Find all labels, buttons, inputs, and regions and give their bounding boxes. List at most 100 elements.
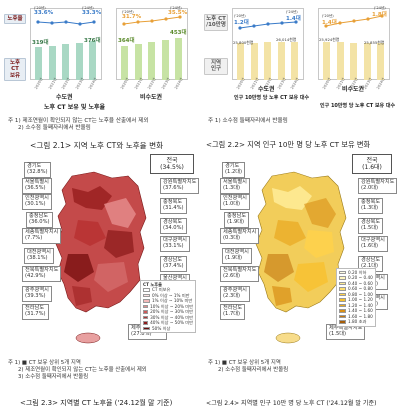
bar: [148, 42, 155, 80]
figure-2-1: 노후율 노후 CT 보유 ('20년) 33.6% ('24년) 33.3% (…: [4, 6, 196, 112]
province-label: 경상북도 (34.0%): [160, 218, 187, 234]
province-label: 세종특별자치시 (0.3대): [220, 228, 260, 244]
legend-item: 10% 이상 ~ 20% 미만: [143, 304, 193, 309]
bar: [48, 46, 56, 80]
bar: [336, 42, 344, 80]
rate-year-tag: ('24년): [82, 6, 94, 10]
province-label: 서울특별시 (1.3대): [220, 178, 250, 194]
notes-fig-2-1: 주 1) 제조연월이 확인되지 않는 CT는 노후율 산출에서 제외 2) 소수…: [8, 118, 149, 132]
legend-title: CT 노후율: [143, 282, 162, 287]
national-badge: 전국 (1.6대): [352, 154, 392, 175]
map-legend: CT 노후율 CT 미보유 0% 이상 ~ 1% 미만 1% 이상 ~ 10% 미만…: [140, 280, 196, 334]
notes-map-2-4: 주 1) ■ CT 보유 상위 5개 지역 2) 소수점 둘째자리에서 반올림: [208, 360, 288, 374]
legend-item: 1.80 초과: [339, 319, 373, 324]
count-right-end: 453대: [170, 30, 187, 36]
row-label-count: 노후 CT 보유: [4, 58, 26, 81]
province-label: 충청남도 (1.9대): [224, 212, 250, 228]
legend-item: CT 미보유: [143, 287, 193, 292]
row-label-population: 지역 인구: [204, 58, 228, 75]
rate-right-end: 35.5%: [168, 10, 188, 16]
national-badge: 전국 (34.5%): [150, 154, 194, 175]
per-capita-right-end: 1.8대: [372, 12, 387, 18]
bar: [291, 42, 298, 80]
bar: [121, 46, 128, 80]
rate-year-tag: ('24년): [374, 6, 386, 10]
legend-item: 30% 이상 ~ 40% 미만: [143, 315, 193, 320]
bar: [89, 41, 96, 80]
legend-item: 1.20 ~ 1.40: [339, 303, 373, 308]
per-capita-line-left: [238, 20, 298, 30]
rate-year-tag: ('20년): [322, 14, 334, 18]
map-2-3: 전국 (34.5%) 경기도 (32.8%) 서울특별시 (36.5%) 인천광역시 (3…: [4, 152, 200, 362]
x-axis-label: 노후 CT 보유 및 노후율: [44, 104, 106, 111]
bar: [161, 40, 169, 80]
national-label: 전국: [366, 157, 378, 164]
count-bars-right: 2020년 2021년 2022년 2023년 2024년: [116, 36, 188, 90]
legend-item: 0.60 ~ 0.80: [339, 286, 373, 291]
national-value: (34.5%): [160, 164, 184, 172]
bar: [134, 44, 142, 80]
caption-fig-2-1: <그림 2.1> 지역 노후 CT와 노후율 변화: [30, 141, 164, 150]
caption-map-2-3: <그림 2.3> 지역별 CT 노후율 ('24.12월 말 기준): [20, 399, 173, 407]
province-label: 강원특별자치도 (37.6%): [160, 178, 200, 194]
bar: [62, 44, 69, 80]
per-capita-left-end: 1.4대: [286, 16, 301, 22]
bar: [377, 43, 384, 80]
per-capita-line-right: [324, 14, 384, 28]
legend-item: 0% 이상 ~ 1% 미만: [143, 293, 193, 298]
province-label: 광주광역시 (39.3%): [22, 286, 52, 302]
province-label: 세종특별자치시 (7.7%): [22, 228, 62, 244]
province-label: 전북특별자치도 (2.6대): [220, 266, 260, 282]
row-label-per-capita: 노후 CT /10만명: [204, 14, 228, 31]
note-line: 주 1) 소수점 둘째자리에서 반올림: [208, 118, 288, 124]
caption-map-2-4: <그림 2.4> 지역별 인구 10만 명 당 노후 CT ('24.12월 말…: [206, 400, 377, 407]
rate-line-right: [122, 15, 182, 26]
population-bars-right: 2020년 2021년 2022년 2023년 2024년: [318, 36, 390, 90]
province-label: 인천광역시 (1.0대): [220, 194, 250, 210]
x-axis-label-left: 인구 10만명 당 노후 CT 보유 대수: [234, 95, 310, 101]
pop-right-end: 25,855천명: [364, 40, 385, 45]
pop-right-start: 25,924천명: [319, 37, 340, 42]
note-line: 주 1) ■ CT 보유 상위 5개 지역: [8, 360, 81, 366]
per-capita-right-start: 1.4대: [322, 20, 337, 26]
count-bars-left: 2020년 2021년 2022년 2023년 2024년: [30, 36, 102, 90]
province-label: 대구광역시 (33.1%): [160, 236, 190, 252]
region-label-left: 수도권: [56, 94, 73, 101]
korea-map-yellow: [255, 171, 347, 344]
rate-year-tag: ('24년): [170, 6, 182, 10]
legend-item: 40% 이상 ~ 50% 미만: [143, 320, 193, 325]
rate-line-left: [36, 20, 96, 26]
notes-map-2-3: 주 1) ■ CT 보유 상위 5개 지역 2) 제조연월이 확인되지 않는 C…: [8, 360, 147, 380]
province-label: 광주광역시 (2.3대): [220, 286, 250, 302]
row-label-rate: 노후율: [4, 14, 26, 25]
notes-fig-2-2: 주 1) 소수점 둘째자리에서 반올림: [208, 118, 288, 125]
legend-item: 1.40 ~ 1.60: [339, 308, 373, 313]
region-label-left: 수도권: [258, 86, 275, 93]
province-label: 충청북도 (1.3대): [358, 198, 384, 214]
population-bars-left: 2020년 2021년 2022년 2023년 2024년: [232, 36, 304, 90]
rate-right-start: 31.7%: [122, 14, 142, 20]
bar: [350, 43, 357, 80]
legend-item: 0.80 ~ 1.00: [339, 292, 373, 297]
rate-year-tag: ('20년): [34, 6, 46, 10]
pop-left-end: 26,014천명: [276, 37, 297, 42]
bar: [323, 42, 330, 80]
legend-item: 1.60 ~ 1.80: [339, 314, 373, 319]
note-line: 주 1) ■ CT 보유 상위 5개 지역: [208, 360, 281, 366]
national-value: (1.6대): [362, 164, 382, 172]
province-label: 전라남도 (1.7대): [220, 304, 246, 320]
note-line: 2) 제조연월이 확인되지 않는 CT는 노후율 산출에서 제외: [18, 366, 147, 373]
rate-year-tag: ('20년): [122, 10, 134, 14]
legend-item: 50% 이상: [143, 326, 193, 331]
bar: [277, 42, 285, 80]
map-legend: 0.20 이하 0.20 ~ 0.40 0.40 ~ 0.60 0.60 ~ 0.80…: [336, 268, 376, 327]
count-left-start: 319대: [32, 40, 49, 46]
note-line: 3) 소수점 둘째자리에서 반올림: [18, 373, 89, 380]
province-label: 경기도 (1.2대): [222, 162, 246, 178]
count-right-start: 364대: [118, 38, 135, 44]
legend-item: 20% 이상 ~ 30% 미만: [143, 309, 193, 314]
province-label: 전라남도 (31.7%): [22, 304, 49, 320]
rate-year-tag: ('24년): [286, 10, 298, 14]
province-label: 대구광역시 (1.6대): [358, 236, 388, 252]
region-label-right: 비수도권: [140, 94, 163, 101]
